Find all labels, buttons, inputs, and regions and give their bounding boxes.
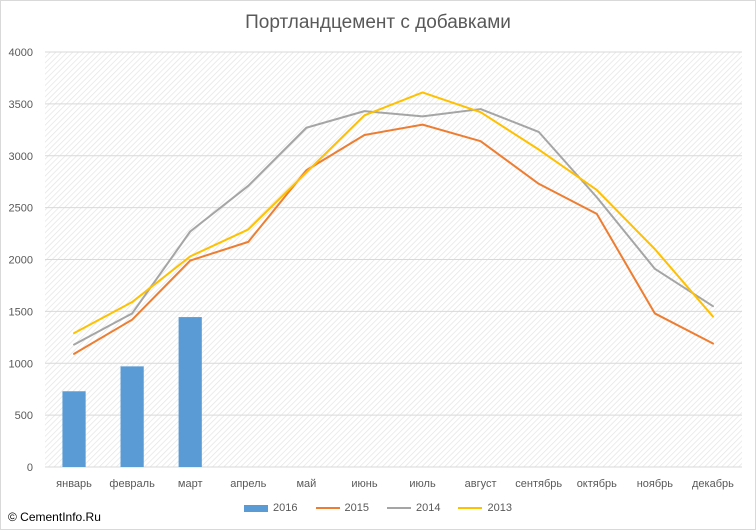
bar-2016-январь	[62, 391, 86, 467]
x-tick-label: февраль	[109, 478, 155, 490]
y-tick-label: 2500	[9, 203, 33, 215]
x-tick-label: июль	[409, 478, 436, 490]
y-tick-label: 2000	[9, 255, 33, 267]
y-tick-label: 1500	[9, 306, 33, 318]
legend-label-2016: 2016	[273, 502, 298, 514]
x-tick-label: январь	[56, 478, 92, 490]
y-tick-label: 1000	[9, 358, 33, 370]
legend-item-2016: 2016	[244, 502, 298, 514]
legend-item-2015: 2015	[315, 502, 369, 514]
x-tick-label: сентябрь	[515, 478, 562, 490]
x-tick-label: март	[178, 478, 203, 490]
legend-swatch-2013	[458, 507, 483, 509]
x-tick-label: ноябрь	[637, 478, 674, 490]
watermark: © CementInfo.Ru	[8, 510, 101, 524]
x-tick-label: октябрь	[577, 478, 617, 490]
legend-label-2013: 2013	[487, 502, 512, 514]
y-tick-label: 4000	[9, 47, 33, 59]
y-tick-label: 0	[27, 462, 33, 474]
legend-label-2014: 2014	[416, 502, 441, 514]
x-tick-label: декабрь	[692, 478, 734, 490]
legend-label-2015: 2015	[344, 502, 369, 514]
bar-2016-март	[178, 317, 202, 467]
y-tick-label: 500	[15, 410, 33, 422]
legend-swatch-2014	[387, 507, 411, 509]
y-tick-label: 3000	[9, 151, 33, 163]
line-series-2015	[73, 123, 714, 355]
legend: 2016 2015 2014 2013	[0, 502, 756, 514]
legend-item-2013: 2013	[458, 502, 512, 514]
legend-item-2014: 2014	[387, 502, 440, 514]
chart-title: Портландцемент с добавками	[245, 12, 511, 33]
bars-2016	[62, 317, 202, 467]
x-tick-label: апрель	[230, 478, 266, 490]
legend-swatch-2015	[315, 507, 340, 509]
line-series-2013	[73, 91, 714, 335]
line-series-2014	[73, 108, 714, 346]
x-axis: январь февраль март апрель май июнь июль август…	[56, 478, 734, 490]
bar-2016-февраль	[120, 366, 144, 467]
x-tick-label: июнь	[351, 478, 377, 490]
y-tick-label: 3500	[9, 99, 33, 111]
y-axis: 0 500 1000 1500 2000 2500 3000 3500 4000	[9, 47, 33, 474]
legend-swatch-2016	[244, 504, 269, 512]
x-tick-label: май	[296, 478, 316, 490]
x-tick-label: август	[465, 478, 497, 490]
line-series	[73, 91, 714, 355]
